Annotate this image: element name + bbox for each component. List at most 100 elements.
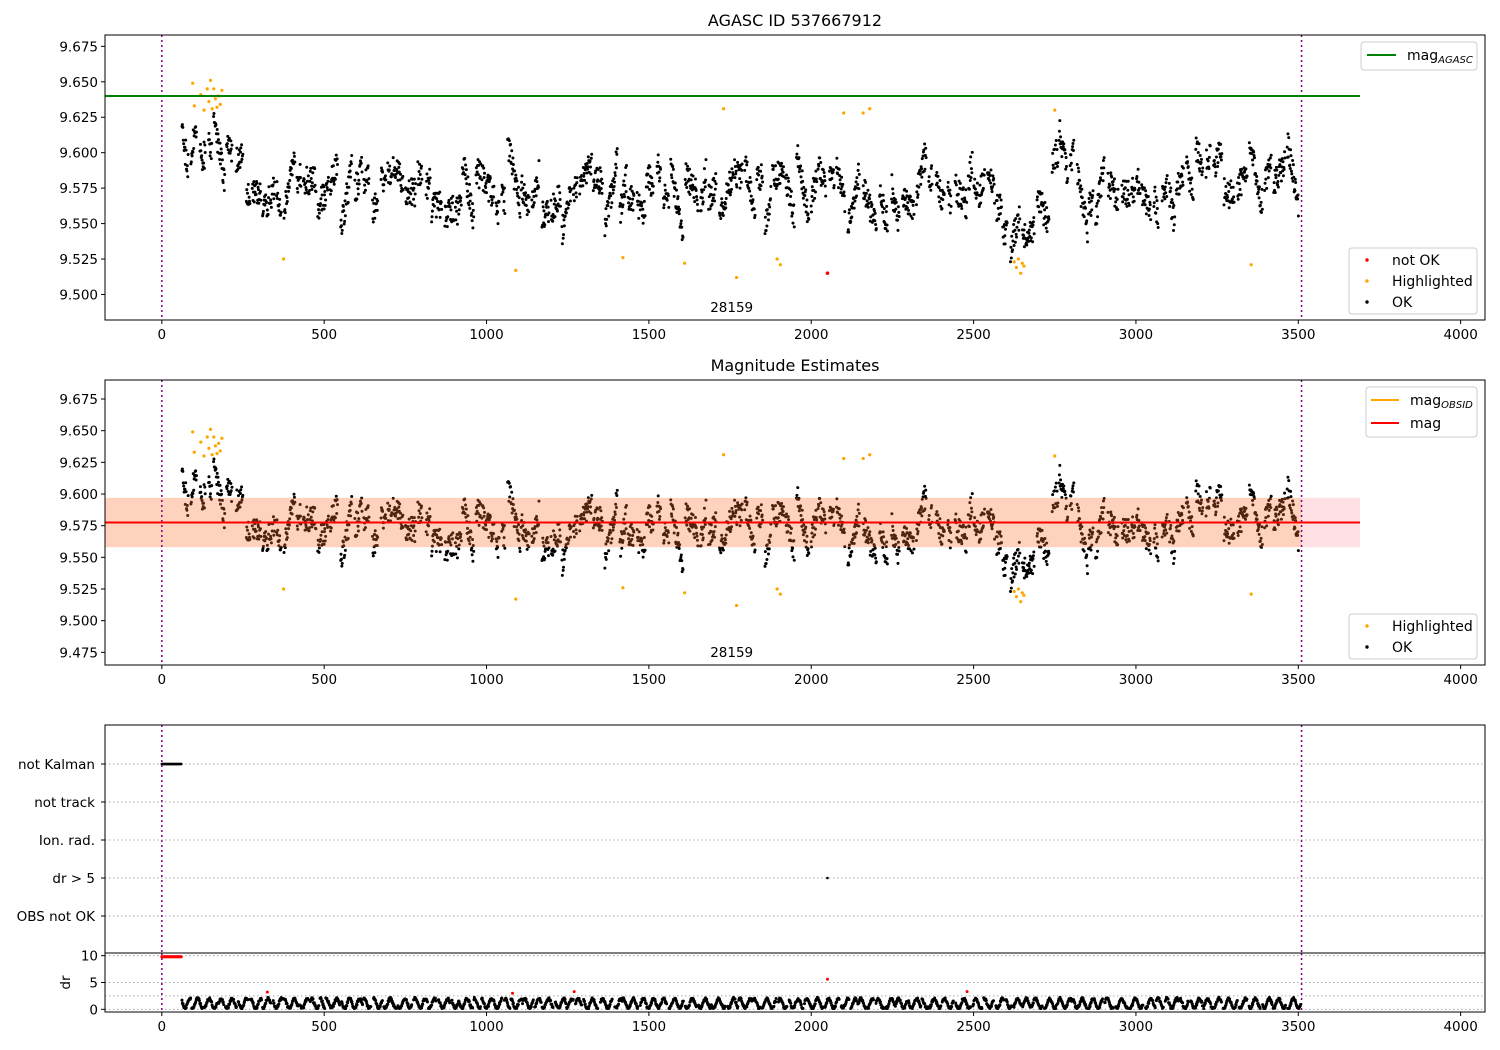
data-point [343,553,347,557]
data-point [968,179,972,183]
data-point [319,533,323,537]
flag-label: dr > 5 [52,871,95,887]
data-point [271,999,275,1003]
data-point [927,179,931,183]
data-point [920,167,924,171]
data-point [623,173,627,177]
data-point [1062,484,1066,488]
data-point [802,185,806,189]
data-point [874,227,878,231]
data-point [469,193,473,197]
data-point [371,534,375,538]
data-point [289,166,293,170]
data-point [1194,489,1198,493]
data-point [278,213,282,217]
data-point [282,216,286,220]
data-point [987,178,991,182]
data-point [326,525,330,529]
panel-agasc [180,78,1300,280]
data-point [681,568,685,572]
data-point [920,157,924,161]
data-point [596,167,600,171]
data-point [399,183,403,187]
data-point [621,203,625,207]
data-point [190,495,194,499]
data-point [881,210,885,214]
data-point [1014,265,1019,270]
data-point [1047,215,1051,219]
data-point [247,532,251,536]
data-point [393,166,397,170]
data-point [238,165,242,169]
data-point [1116,187,1120,191]
data-point [293,160,297,164]
data-point [582,171,586,175]
data-point [1291,163,1295,167]
data-point [896,552,900,556]
data-point [414,182,418,186]
data-point [1027,228,1031,232]
data-point [1062,142,1066,146]
data-point [598,166,602,170]
data-point [1152,201,1156,205]
data-point [266,213,270,217]
data-point [1012,589,1016,594]
data-point [256,525,260,529]
data-point [464,163,468,167]
data-point [1269,494,1273,498]
data-point [218,498,222,502]
data-point [308,169,312,173]
data-point [222,188,226,192]
data-point [463,156,467,160]
data-point [518,211,522,215]
data-point [532,201,536,205]
data-point [1279,179,1283,183]
data-point [398,172,402,176]
data-point [208,78,213,82]
data-point [492,184,496,188]
data-point [520,180,524,184]
data-point [251,1001,255,1005]
data-point [436,200,440,204]
data-point [501,190,505,194]
data-point [622,179,626,183]
data-point [215,128,219,132]
data-point [306,517,310,521]
data-point [648,165,652,169]
data-point [1090,208,1094,212]
panel-magnitude-estimates [180,427,1300,608]
data-point [631,208,635,212]
data-point [322,530,326,534]
data-point [766,218,770,222]
data-point [893,198,897,202]
data-point [1095,222,1099,226]
data-point [585,171,589,175]
data-point [202,501,206,505]
data-point [459,196,463,200]
data-point [229,139,233,143]
data-point [1175,187,1179,191]
data-point [908,212,912,216]
data-point [314,527,318,531]
data-point [720,211,724,215]
data-point [466,189,470,193]
data-point [600,191,604,195]
data-point [1096,215,1100,219]
data-point [282,551,286,555]
data-point [434,550,438,554]
data-point [269,198,273,202]
data-point [1016,257,1020,261]
data-point [683,261,687,265]
data-point [864,180,868,184]
data-point [1173,549,1177,553]
data-point [797,170,801,174]
legend-marker [1365,279,1369,283]
data-point [258,527,262,531]
data-point [322,185,326,189]
data-point [1018,217,1022,221]
data-point [437,207,441,211]
data-point [1015,567,1019,571]
data-point [348,508,352,512]
x-tick-label: 3000 [1119,327,1153,343]
data-point [1197,142,1201,146]
